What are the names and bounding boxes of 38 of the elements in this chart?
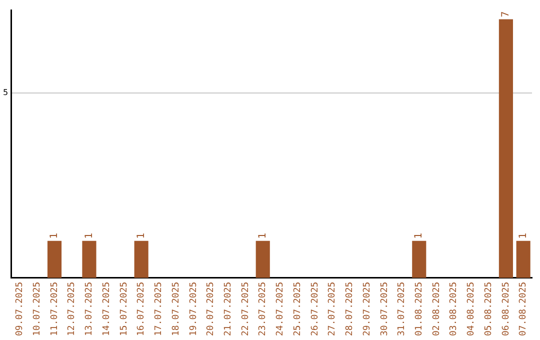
x-tick-label: 15.07.2025 (119, 282, 130, 336)
y-tick-label: 5 (2, 88, 8, 98)
data-label: 1 (49, 232, 60, 239)
x-tick-label: 01.08.2025 (414, 282, 424, 336)
x-tick-label: 17.07.2025 (154, 282, 164, 336)
x-tick-label: 26.07.2025 (310, 282, 320, 336)
x-tick-label: 11.07.2025 (50, 282, 60, 336)
x-tick-label: 04.08.2025 (466, 282, 477, 336)
x-tick-label: 12.07.2025 (67, 282, 78, 336)
data-label: 1 (257, 232, 268, 239)
data-label: 7 (500, 11, 512, 18)
x-tick-label: 13.07.2025 (84, 282, 95, 336)
x-tick-label: 23.07.2025 (258, 282, 268, 336)
x-tick-label: 30.07.2025 (380, 282, 390, 336)
x-tick-label: 02.08.2025 (432, 282, 442, 336)
x-tick-label: 06.08.2025 (501, 282, 512, 336)
data-label: 1 (136, 232, 147, 239)
data-label: 1 (84, 232, 95, 239)
data-label: 1 (414, 232, 425, 239)
x-tick-label: 14.07.2025 (102, 282, 112, 336)
x-tick-label: 25.07.2025 (292, 282, 303, 336)
x-tick-label: 20.07.2025 (206, 282, 216, 336)
x-tick-label: 07.08.2025 (518, 282, 529, 336)
x-tick-label: 31.07.2025 (397, 282, 408, 336)
x-tick-label: 24.07.2025 (276, 282, 286, 336)
x-tick-label: 22.07.2025 (240, 282, 251, 336)
x-tick-label: 09.07.2025 (15, 282, 26, 336)
x-tick-label: 18.07.2025 (171, 282, 182, 336)
x-tick-label: 29.07.2025 (362, 282, 372, 336)
x-tick-label: 28.07.2025 (345, 282, 356, 336)
x-tick-label: 27.07.2025 (328, 282, 338, 336)
x-tick-label: 03.08.2025 (449, 282, 460, 336)
x-tick-label: 10.07.2025 (32, 282, 42, 336)
x-tick-label: 19.07.2025 (188, 282, 199, 336)
x-tick-label: 05.08.2025 (484, 282, 494, 336)
x-tick-label: 16.07.2025 (136, 282, 147, 336)
x-tick-label: 21.07.2025 (223, 282, 234, 336)
data-label: 1 (518, 232, 529, 239)
